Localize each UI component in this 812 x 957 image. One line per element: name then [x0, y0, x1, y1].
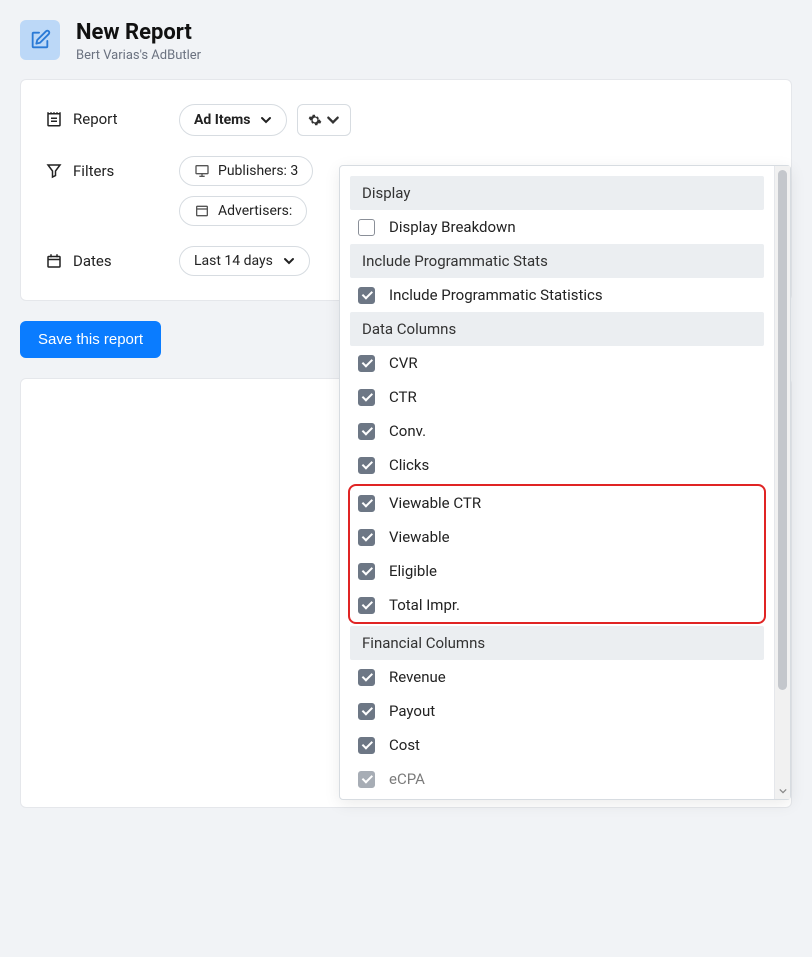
option-ecpa[interactable]: eCPA	[350, 762, 764, 796]
checkbox-checked-icon[interactable]	[358, 529, 375, 546]
option-cost[interactable]: Cost	[350, 728, 764, 762]
option-viewable[interactable]: Viewable	[350, 520, 764, 554]
save-report-button[interactable]: Save this report	[20, 321, 161, 358]
monitor-icon	[194, 163, 210, 179]
checkbox-checked-icon[interactable]	[358, 287, 375, 304]
checkbox-unchecked-icon[interactable]	[358, 219, 375, 236]
checkbox-checked-icon[interactable]	[358, 389, 375, 406]
report-edit-icon	[20, 20, 60, 60]
option-cvr[interactable]: CVR	[350, 346, 764, 380]
window-icon	[194, 203, 210, 219]
scrollbar-thumb[interactable]	[778, 170, 787, 690]
option-payout[interactable]: Payout	[350, 694, 764, 728]
report-row-label: Report	[45, 104, 155, 128]
checkbox-checked-icon[interactable]	[358, 703, 375, 720]
chevron-down-icon	[326, 113, 340, 127]
report-icon	[45, 110, 63, 128]
option-ctr[interactable]: CTR	[350, 380, 764, 414]
page-header: New Report Bert Varias's AdButler	[0, 0, 812, 79]
checkbox-checked-icon[interactable]	[358, 597, 375, 614]
highlighted-options-box: Viewable CTR Viewable Eligible Total Imp…	[348, 484, 766, 624]
publishers-filter[interactable]: Publishers: 3	[179, 156, 313, 186]
filters-row-label: Filters	[45, 156, 155, 180]
dropdown-section-financial-columns: Financial Columns	[350, 626, 764, 660]
dropdown-scrollbar[interactable]	[774, 166, 790, 799]
gear-icon	[308, 113, 322, 127]
settings-dropdown-button[interactable]	[297, 104, 351, 136]
scroll-down-icon[interactable]	[775, 783, 790, 799]
option-total-impr[interactable]: Total Impr.	[350, 588, 764, 622]
option-conv[interactable]: Conv.	[350, 414, 764, 448]
calendar-icon	[45, 252, 63, 270]
checkbox-checked-icon[interactable]	[358, 495, 375, 512]
ad-items-selector[interactable]: Ad Items	[179, 104, 287, 136]
page-subtitle: Bert Varias's AdButler	[76, 48, 201, 63]
option-viewable-ctr[interactable]: Viewable CTR	[350, 486, 764, 520]
page-title: New Report	[76, 20, 201, 46]
option-display-breakdown[interactable]: Display Breakdown	[350, 210, 764, 244]
checkbox-checked-icon[interactable]	[358, 355, 375, 372]
chevron-down-icon	[260, 114, 272, 126]
filter-icon	[45, 162, 63, 180]
option-eligible[interactable]: Eligible	[350, 554, 764, 588]
checkbox-checked-icon[interactable]	[358, 737, 375, 754]
option-clicks[interactable]: Clicks	[350, 448, 764, 482]
advertisers-filter[interactable]: Advertisers:	[179, 196, 307, 226]
checkbox-checked-icon[interactable]	[358, 771, 375, 788]
dropdown-section-display: Display	[350, 176, 764, 210]
option-include-prog-stats[interactable]: Include Programmatic Statistics	[350, 278, 764, 312]
date-range-selector[interactable]: Last 14 days	[179, 246, 310, 276]
chevron-down-icon	[283, 255, 295, 267]
dropdown-section-data-columns: Data Columns	[350, 312, 764, 346]
dropdown-section-include-prog: Include Programmatic Stats	[350, 244, 764, 278]
checkbox-checked-icon[interactable]	[358, 669, 375, 686]
checkbox-checked-icon[interactable]	[358, 457, 375, 474]
option-revenue[interactable]: Revenue	[350, 660, 764, 694]
checkbox-checked-icon[interactable]	[358, 423, 375, 440]
dates-row-label: Dates	[45, 246, 155, 270]
settings-dropdown-panel: Display Display Breakdown Include Progra…	[339, 165, 791, 800]
checkbox-checked-icon[interactable]	[358, 563, 375, 580]
